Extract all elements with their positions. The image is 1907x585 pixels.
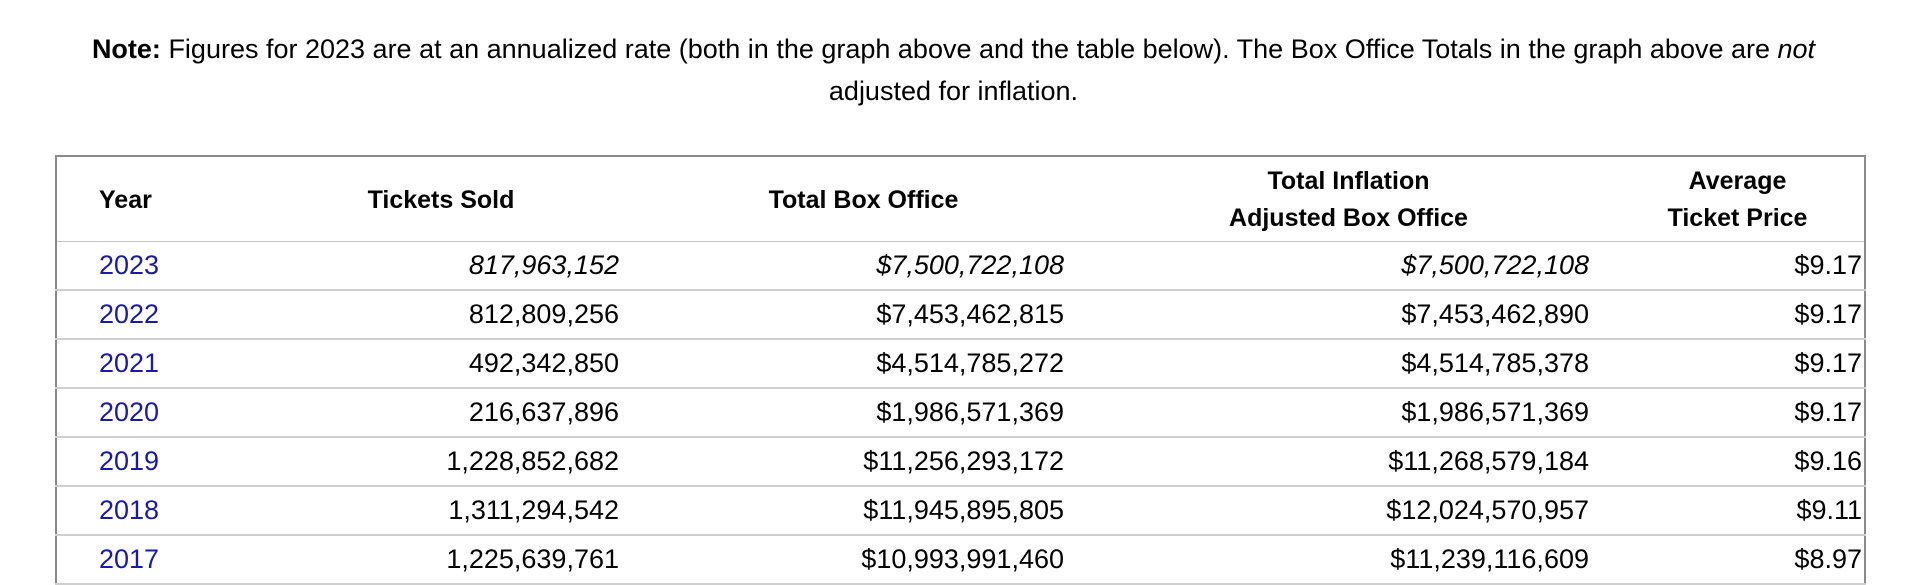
tickets-sold-cell: 492,342,850: [241, 339, 641, 389]
header-inflation-line2: Adjusted Box Office: [1229, 204, 1468, 232]
tickets-sold-cell: 812,809,256: [241, 290, 641, 340]
header-average-ticket-price: Average Ticket Price: [1611, 156, 1865, 242]
note-emphasis: not: [1777, 34, 1816, 64]
box-office-table: Year Tickets Sold Total Box Office Total…: [55, 155, 1866, 585]
box-office-table-container: Year Tickets Sold Total Box Office Total…: [55, 155, 1866, 585]
year-link[interactable]: 2022: [56, 290, 241, 340]
inflation-adjusted-cell: $11,268,579,184: [1086, 437, 1611, 487]
tickets-sold-cell: 1,228,852,682: [241, 437, 641, 487]
tickets-sold-cell: 817,963,152: [241, 241, 641, 291]
note-label: Note:: [91, 34, 161, 64]
total-box-office-cell: $11,945,895,805: [641, 486, 1086, 536]
note-text-end: adjusted for inflation.: [828, 76, 1079, 106]
year-link[interactable]: 2020: [56, 388, 241, 438]
table-row: 2023 817,963,152 $7,500,722,108 $7,500,7…: [56, 241, 1865, 291]
header-inflation-adjusted: Total Inflation Adjusted Box Office: [1086, 156, 1611, 242]
header-avg-line1: Average: [1688, 167, 1787, 195]
average-ticket-price-cell: $9.17: [1611, 290, 1865, 340]
total-box-office-cell: $1,986,571,369: [641, 388, 1086, 438]
average-ticket-price-cell: $8.97: [1611, 535, 1865, 585]
inflation-adjusted-cell: $11,239,116,609: [1086, 535, 1611, 585]
header-tickets-sold: Tickets Sold: [241, 156, 641, 242]
average-ticket-price-cell: $9.17: [1611, 388, 1865, 438]
inflation-adjusted-cell: $12,024,570,957: [1086, 486, 1611, 536]
header-total-box-office: Total Box Office: [641, 156, 1086, 242]
year-link[interactable]: 2023: [56, 241, 241, 291]
table-row: 2021 492,342,850 $4,514,785,272 $4,514,7…: [56, 339, 1865, 389]
tickets-sold-cell: 216,637,896: [241, 388, 641, 438]
note-paragraph: Note: Figures for 2023 are at an annuali…: [40, 28, 1867, 112]
year-link[interactable]: 2019: [56, 437, 241, 487]
note-text: Figures for 2023 are at an annualized ra…: [160, 34, 1778, 64]
total-box-office-cell: $7,453,462,815: [641, 290, 1086, 340]
table-row: 2018 1,311,294,542 $11,945,895,805 $12,0…: [56, 486, 1865, 536]
average-ticket-price-cell: $9.16: [1611, 437, 1865, 487]
table-row: 2019 1,228,852,682 $11,256,293,172 $11,2…: [56, 437, 1865, 487]
header-inflation-line1: Total Inflation: [1267, 167, 1430, 195]
table-row: 2017 1,225,639,761 $10,993,991,460 $11,2…: [56, 535, 1865, 585]
average-ticket-price-cell: $9.17: [1611, 339, 1865, 389]
table-row: 2022 812,809,256 $7,453,462,815 $7,453,4…: [56, 290, 1865, 340]
total-box-office-cell: $11,256,293,172: [641, 437, 1086, 487]
total-box-office-cell: $4,514,785,272: [641, 339, 1086, 389]
inflation-adjusted-cell: $4,514,785,378: [1086, 339, 1611, 389]
total-box-office-cell: $10,993,991,460: [641, 535, 1086, 585]
average-ticket-price-cell: $9.17: [1611, 241, 1865, 291]
total-box-office-cell: $7,500,722,108: [641, 241, 1086, 291]
table-header-row: Year Tickets Sold Total Box Office Total…: [56, 156, 1865, 242]
inflation-adjusted-cell: $7,453,462,890: [1086, 290, 1611, 340]
inflation-adjusted-cell: $1,986,571,369: [1086, 388, 1611, 438]
year-link[interactable]: 2021: [56, 339, 241, 389]
year-link[interactable]: 2017: [56, 535, 241, 585]
header-avg-line2: Ticket Price: [1667, 204, 1808, 232]
tickets-sold-cell: 1,225,639,761: [241, 535, 641, 585]
tickets-sold-cell: 1,311,294,542: [241, 486, 641, 536]
inflation-adjusted-cell: $7,500,722,108: [1086, 241, 1611, 291]
year-link[interactable]: 2018: [56, 486, 241, 536]
header-year: Year: [56, 156, 241, 242]
average-ticket-price-cell: $9.11: [1611, 486, 1865, 536]
table-row: 2020 216,637,896 $1,986,571,369 $1,986,5…: [56, 388, 1865, 438]
